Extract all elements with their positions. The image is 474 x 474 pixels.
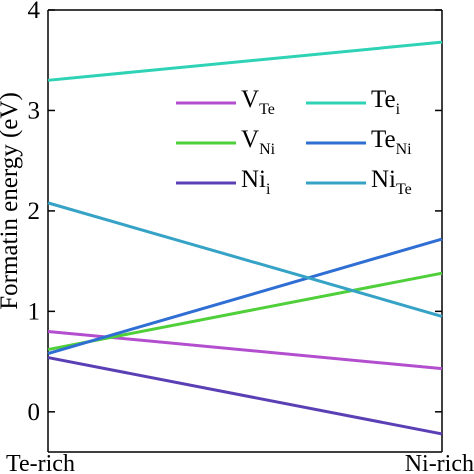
series-line-te-ni	[47, 237, 443, 355]
y-tick-label: 0	[28, 399, 41, 426]
axes	[47, 9, 443, 453]
series-line-ni-i	[47, 356, 443, 436]
y-tick-label: 1	[28, 298, 41, 325]
legend-label-v-te: VTe	[241, 86, 275, 118]
legend-label-ni-i: Nii	[241, 166, 271, 198]
y-ticks: 0 1 2 3 4	[28, 0, 442, 426]
y-tick-label: 3	[28, 97, 41, 124]
series-line-te-i	[47, 40, 443, 82]
series-line-ni-te	[47, 201, 443, 318]
y-tick-label: 4	[28, 0, 41, 24]
y-axis-label: Formatin energy (eV)	[0, 92, 23, 310]
legend-label-ni-te: NiTe	[371, 166, 412, 198]
x-category-label-te-rich: Te-rich	[6, 451, 75, 474]
legend-label-te-ni: TeNi	[371, 126, 412, 158]
series-line-v-ni	[47, 271, 443, 352]
legend-label-v-ni: VNi	[241, 126, 276, 158]
legend-label-te-i: Tei	[371, 86, 401, 118]
x-categories: Te-rich Ni-rich	[6, 451, 474, 474]
series-lines	[47, 40, 443, 436]
y-tick-label: 2	[28, 198, 41, 225]
legend: VTe Tei VNi TeNi Nii NiTe	[176, 86, 412, 198]
x-category-label-ni-rich: Ni-rich	[405, 451, 474, 474]
